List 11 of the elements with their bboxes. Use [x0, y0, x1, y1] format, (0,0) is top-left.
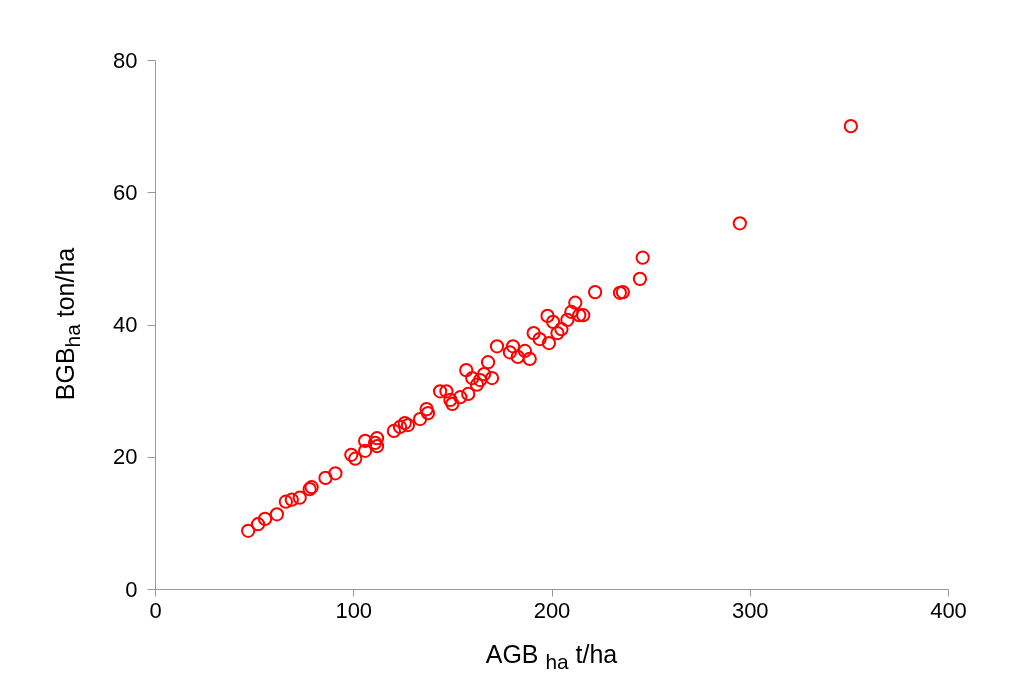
y-tick-label: 40: [113, 312, 138, 337]
x-tick-label: 300: [731, 597, 769, 623]
x-axis-title: AGB $_{ha}$ t/ha: [484, 640, 619, 674]
x-tick-label: 400: [930, 597, 967, 623]
x-tick-label: 200: [533, 597, 571, 623]
x-tick-label: 100: [335, 597, 373, 623]
y-tick-label: 20: [113, 444, 138, 470]
y-tick-label: 80: [113, 47, 138, 73]
y-tick-label: 0: [125, 576, 138, 602]
y-tick-label: 60: [113, 179, 138, 205]
x-tick-label: 0: [149, 597, 162, 623]
